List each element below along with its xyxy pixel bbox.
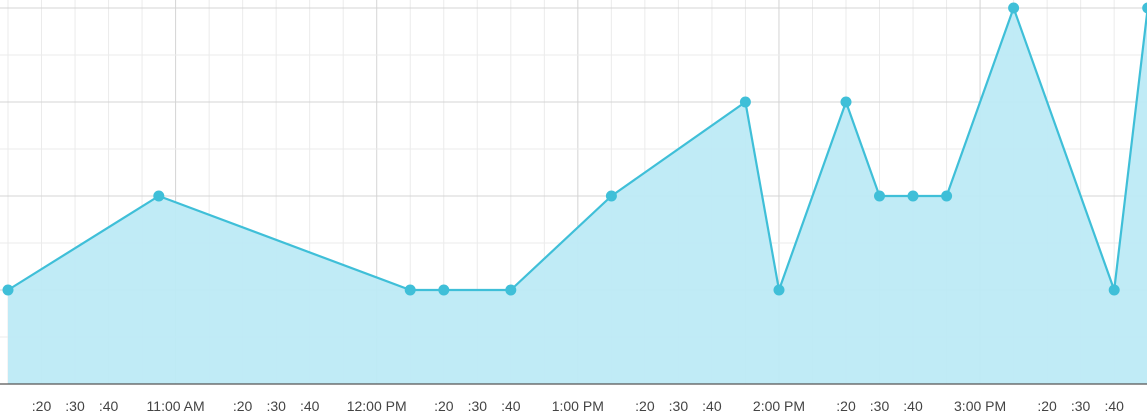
x-tick-label: :20 xyxy=(836,398,856,414)
x-tick-label: 12:00 PM xyxy=(347,398,407,414)
x-tick-label: 2:00 PM xyxy=(753,398,805,414)
x-tick-label: :40 xyxy=(501,398,521,414)
data-point xyxy=(153,190,165,202)
data-point xyxy=(941,190,953,202)
x-tick-label: :30 xyxy=(468,398,488,414)
x-tick-label: :40 xyxy=(99,398,119,414)
x-tick-label: :30 xyxy=(65,398,85,414)
data-point xyxy=(874,190,885,202)
series-area xyxy=(8,8,1147,384)
x-tick-label: :20 xyxy=(434,398,454,414)
x-tick-label: 11:00 AM xyxy=(147,398,205,414)
x-tick-label: :40 xyxy=(1104,398,1124,414)
x-tick-label: :40 xyxy=(300,398,320,414)
data-point xyxy=(505,284,517,296)
data-point xyxy=(438,284,450,296)
data-point xyxy=(1008,2,1020,14)
x-tick-label: :20 xyxy=(635,398,655,414)
x-tick-label: :30 xyxy=(266,398,286,414)
data-point xyxy=(605,190,617,202)
data-point xyxy=(773,284,785,296)
x-tick-label: :40 xyxy=(702,398,722,414)
x-tick-label: :20 xyxy=(1037,398,1057,414)
x-tick-label: :30 xyxy=(1071,398,1091,414)
x-tick-label: 1:00 PM xyxy=(552,398,604,414)
x-tick-label: :20 xyxy=(32,398,52,414)
x-tick-label: :20 xyxy=(233,398,253,414)
data-point xyxy=(1142,2,1147,14)
data-point xyxy=(840,96,852,108)
x-tick-label: 3:00 PM xyxy=(954,398,1006,414)
data-point xyxy=(2,284,14,296)
data-point xyxy=(907,190,919,202)
data-point xyxy=(739,96,751,108)
x-axis-tick-labels: :20 :30 :40 11:00 AM :20 :30 :40 12:00 PM :20 :30… xyxy=(32,398,1124,414)
data-point xyxy=(404,284,416,296)
series-points xyxy=(2,2,1147,296)
data-point xyxy=(1108,284,1120,296)
x-tick-label: :30 xyxy=(669,398,689,414)
x-tick-label: :30 xyxy=(870,398,890,414)
x-tick-label: :40 xyxy=(903,398,923,414)
